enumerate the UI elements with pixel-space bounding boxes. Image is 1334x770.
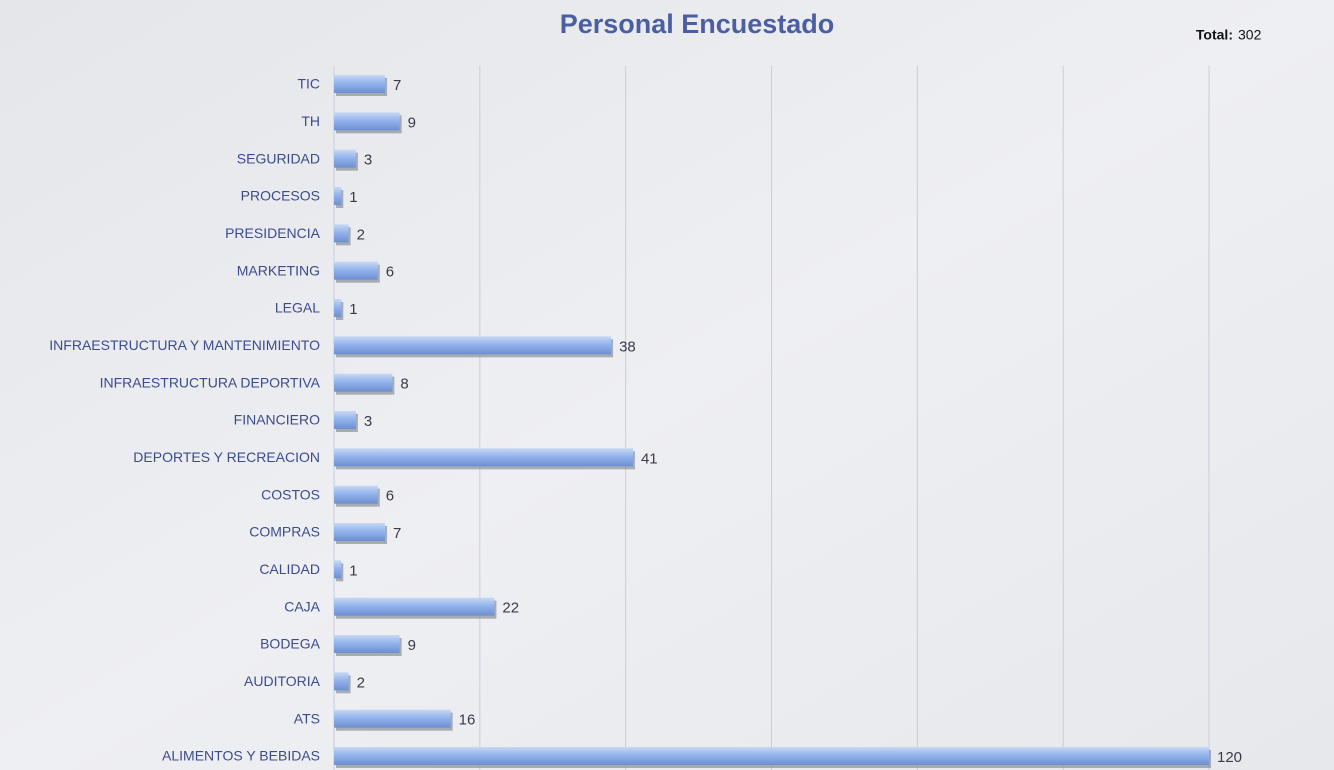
bar [334,411,356,429]
value-label: 2 [357,226,365,243]
bar [334,635,400,653]
value-label: 1 [349,301,357,318]
bar [334,523,385,541]
value-label: 38 [619,338,636,355]
value-label: 16 [459,712,476,729]
bar [334,448,633,466]
y-tick-label: INFRAESTRUCTURA Y MANTENIMIENTO [49,337,320,353]
chart-title: Personal Encuestado [560,9,835,39]
bar [334,112,400,130]
bar [334,672,349,690]
value-label: 6 [386,264,394,281]
y-tick-label: COMPRAS [249,524,320,540]
y-tick-label: PRESIDENCIA [225,225,321,241]
y-tick-label: INFRAESTRUCTURA DEPORTIVA [100,374,321,390]
y-tick-label: MARKETING [237,262,320,278]
bar [334,262,378,280]
value-label: 22 [502,600,519,617]
y-tick-label: LEGAL [275,300,320,316]
value-label: 3 [364,152,372,169]
value-label: 7 [393,525,401,542]
value-label: 120 [1217,749,1242,766]
bar [334,150,356,168]
y-tick-label: TIC [297,76,320,92]
y-tick-label: BODEGA [260,636,321,652]
total-value: 302 [1238,27,1262,43]
y-tick-label: PROCESOS [241,188,320,204]
value-label: 9 [408,637,416,654]
bar [334,75,385,93]
y-tick-label: CALIDAD [259,561,320,577]
value-label: 3 [364,413,372,430]
value-label: 41 [641,450,658,467]
y-tick-label: FINANCIERO [234,412,320,428]
y-tick-label: DEPORTES Y RECREACION [133,449,320,465]
y-tick-label: COSTOS [261,486,320,502]
value-label: 1 [349,562,357,579]
bar [334,560,341,578]
chart: Personal Encuestado Total: 302 TIC 7 TH 9 SE… [0,0,1334,770]
y-tick-label: TH [301,113,320,129]
value-label: 1 [349,189,357,206]
bar [334,486,378,504]
bar [334,747,1209,765]
y-tick-label: AUDITORIA [244,673,321,689]
bar [334,710,451,728]
bar [334,336,611,354]
y-tick-label: ALIMENTOS Y BEBIDAS [162,748,320,764]
bar [334,187,341,205]
value-label: 6 [386,488,394,505]
bar [334,598,494,616]
y-tick-label: ATS [294,710,320,726]
y-tick-label: CAJA [284,598,320,614]
total-label: Total: [1196,27,1233,43]
value-label: 8 [400,376,408,393]
value-label: 2 [357,674,365,691]
bar [334,224,349,242]
y-tick-label: SEGURIDAD [237,150,320,166]
value-label: 7 [393,77,401,94]
bar [334,299,341,317]
value-label: 9 [408,114,416,131]
bar [334,374,392,392]
